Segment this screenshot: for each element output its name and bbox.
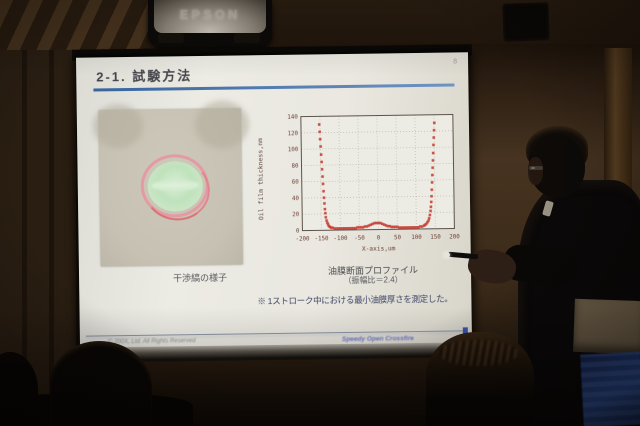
slide-title: 2-1. 試験方法: [96, 68, 193, 85]
slide-note: ※ 1ストローク中における最小油膜厚さを測定した。: [257, 293, 453, 307]
svg-text:40: 40: [292, 196, 300, 202]
footer-template-credit: Speedy Open Crossfire: [341, 335, 414, 344]
svg-text:150: 150: [430, 235, 441, 241]
svg-text:-150: -150: [315, 236, 330, 242]
photo-shadow-blob: [92, 103, 144, 149]
footer-copyright: © 200X, Ltd. All Rights Reserved: [107, 338, 196, 346]
presenter-face: [528, 157, 543, 185]
svg-text:0: 0: [377, 236, 381, 242]
svg-text:100: 100: [288, 147, 299, 153]
slide-page-number: 8: [453, 58, 458, 66]
svg-text:X-axis,um: X-axis,um: [362, 245, 396, 252]
ceiling-projector: EPSON: [148, 0, 272, 47]
projector-brand-label: EPSON: [179, 7, 241, 22]
svg-text:200: 200: [449, 234, 460, 240]
table-box: [573, 298, 640, 355]
photo-caption: 干渉縞の様子: [172, 272, 228, 284]
photo-shadow-blob: [194, 100, 250, 150]
audience-right-hair-highlight: [438, 340, 518, 366]
svg-text:0: 0: [296, 229, 300, 235]
svg-text:-200: -200: [296, 237, 311, 243]
projection-screen: 2-1. 試験方法 8 干渉縞の様子 Oil film thickness,nm…: [75, 52, 473, 349]
chart-caption-sub: （振幅比＝2.4）: [343, 275, 403, 286]
chart-y-axis-label: Oil film thickness,nm: [256, 138, 266, 221]
oil-film-chart: -200 -150 -100 -50 0 50 100 150 200 0 20 40 60 80 100 1…: [287, 113, 460, 253]
presentation-slide: 2-1. 試験方法 8 干渉縞の様子 Oil film thickness,nm…: [76, 52, 472, 348]
svg-text:-50: -50: [354, 236, 365, 242]
ceiling-speaker: [502, 2, 550, 42]
svg-text:20: 20: [292, 212, 300, 218]
glasses-glint: [531, 167, 535, 169]
svg-text:60: 60: [292, 180, 300, 186]
interference-photo: [92, 100, 250, 267]
svg-text:50: 50: [394, 235, 402, 241]
projector-mount-right: [234, 33, 260, 43]
svg-text:120: 120: [288, 131, 299, 137]
laser-pointer-tip: [444, 252, 450, 258]
projector-panel: EPSON: [154, 0, 266, 33]
laptop-screen-glow: [580, 351, 640, 426]
projector-mount-left: [158, 33, 184, 43]
svg-text:140: 140: [287, 115, 298, 121]
svg-text:-100: -100: [334, 236, 349, 242]
svg-text:100: 100: [411, 235, 422, 241]
svg-text:80: 80: [292, 164, 300, 170]
